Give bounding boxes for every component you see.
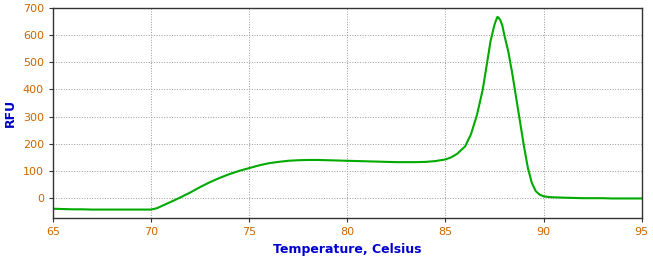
Y-axis label: RFU: RFU — [4, 99, 17, 127]
X-axis label: Temperature, Celsius: Temperature, Celsius — [273, 243, 422, 256]
